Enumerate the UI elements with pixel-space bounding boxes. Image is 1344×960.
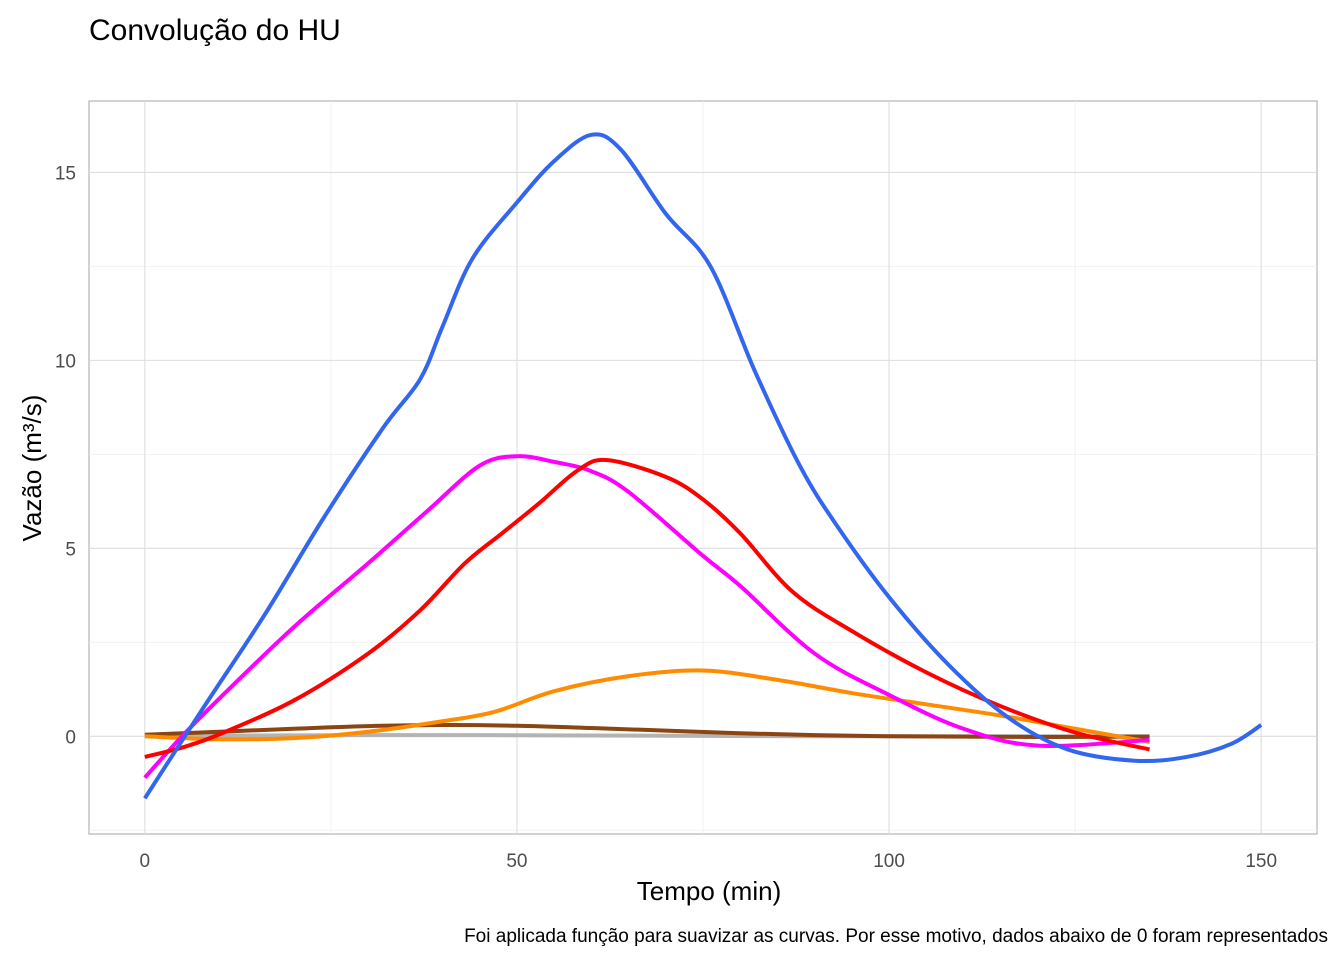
y-tick-label: 5	[65, 539, 76, 560]
y-tick-label: 15	[55, 163, 76, 184]
x-tick-label: 150	[1245, 851, 1277, 872]
x-tick-label: 0	[140, 851, 151, 872]
x-axis-title: Tempo (min)	[637, 876, 781, 906]
chart-title: Convolução do HU	[89, 14, 341, 47]
series-line-4	[143, 454, 1150, 779]
series-line-5	[144, 457, 1150, 759]
y-axis-ticks: 0 5 10 15	[55, 163, 76, 748]
chart-caption: Foi aplicada função para suavizar as cur…	[464, 926, 1328, 947]
minor-gridlines	[89, 101, 1317, 834]
x-tick-label: 100	[873, 851, 905, 872]
series-layer	[143, 132, 1263, 800]
series-line-3	[144, 668, 1150, 744]
x-tick-label: 50	[506, 851, 527, 872]
x-axis-ticks: 0 50 100 150	[140, 851, 1278, 872]
y-tick-label: 10	[55, 351, 76, 372]
series-line-2	[144, 722, 1150, 740]
series-line-6	[143, 132, 1263, 800]
y-tick-label: 0	[65, 727, 76, 748]
y-axis-title: Vazão (m³/s)	[17, 395, 47, 542]
